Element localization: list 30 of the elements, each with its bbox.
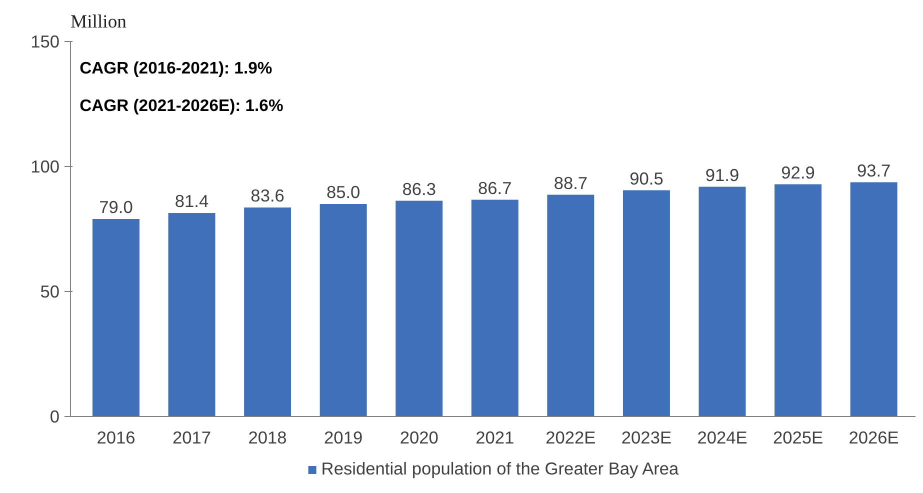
y-tick-label: 150 [30,32,60,52]
x-tick-label: 2016 [96,428,136,448]
data-label: 91.9 [705,164,740,185]
annotation: CAGR (2021-2026E): 1.6% [80,96,284,115]
data-label: 86.7 [478,178,512,198]
data-label: 81.4 [174,191,209,211]
data-label: 79.0 [99,197,133,217]
data-label: 88.7 [554,172,588,193]
y-axis-title: Million [70,12,128,32]
x-tick-label: 2017 [172,428,212,448]
data-label: 85.0 [326,182,360,202]
x-tick-label: 2026E [848,428,899,448]
x-tick-label: 2023E [621,428,672,448]
y-tick-label: 0 [50,406,60,426]
y-tick-label: 100 [30,156,60,176]
data-label: 92.9 [781,162,815,182]
y-tick-label: 50 [40,282,60,302]
x-tick-label: 2024E [697,428,748,448]
x-tick-label: 2019 [324,428,363,448]
x-tick-label: 2025E [772,428,824,448]
legend-label: Residential population of the Greater Bay Area [321,458,679,480]
data-label: 90.5 [630,168,664,188]
data-label: 83.6 [250,186,284,206]
x-tick-label: 2021 [476,428,514,448]
annotation: CAGR (2016-2021): 1.9% [80,58,272,78]
data-label: 86.3 [402,178,436,199]
x-tick-label: 2020 [400,428,438,448]
data-label: 93.7 [856,160,891,180]
x-tick-label: 2022E [546,428,596,448]
x-tick-label: 2018 [248,428,287,448]
